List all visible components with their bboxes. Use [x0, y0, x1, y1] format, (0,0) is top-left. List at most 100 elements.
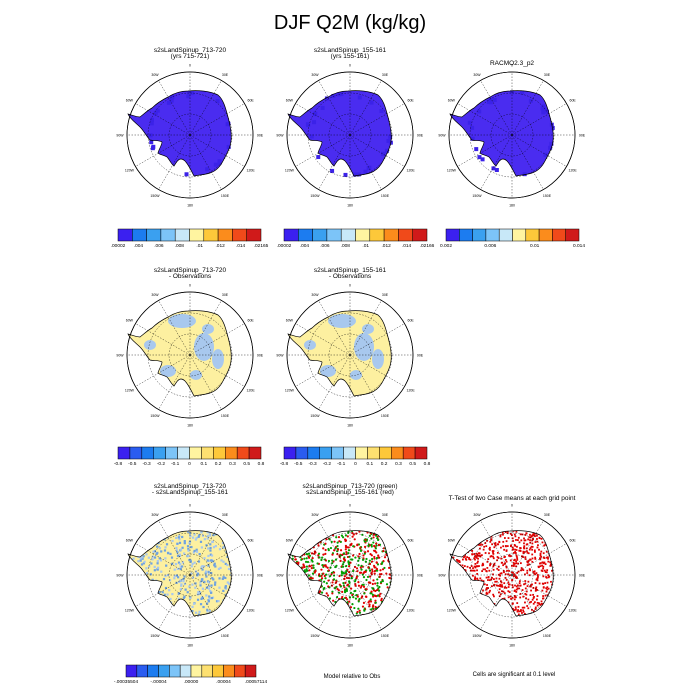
- diff-cell: [177, 536, 180, 539]
- sig-cell: [488, 552, 490, 555]
- sig-dot: [305, 565, 309, 568]
- longitude-label: 90E: [579, 574, 586, 578]
- diff-cell: [187, 554, 190, 557]
- sig-cell: [498, 591, 500, 594]
- sig-dot: [288, 605, 291, 608]
- colorbar-p4: -0.8 -0.5 -0.3 -0.2 -0.1 0 0.1 0.2 0.3 0.5 0.8: [114, 446, 265, 467]
- colorbar-swatch: [355, 446, 368, 460]
- sig-dot: [337, 536, 341, 539]
- sig-dot: [312, 564, 315, 567]
- sig-cell: [516, 545, 518, 548]
- field-cell: [367, 165, 372, 170]
- longitude-label: 150W: [310, 634, 320, 638]
- sig-cell: [488, 591, 491, 594]
- sig-dot: [358, 530, 361, 533]
- sig-dot: [376, 578, 379, 581]
- sig-cell: [542, 586, 545, 589]
- diff-cell: [200, 531, 203, 534]
- sig-cell: [477, 543, 480, 546]
- sig-dot: [372, 587, 375, 590]
- sig-cell: [517, 536, 520, 539]
- sig-cell: [461, 564, 464, 567]
- sig-dot: [345, 550, 348, 554]
- sig-dot: [346, 598, 349, 601]
- colorbar-swatch: [212, 664, 224, 678]
- panel-title: s2sLandSpinup_155-161: [314, 47, 387, 54]
- sig-cell: [479, 555, 482, 558]
- sig-cell: [456, 608, 459, 611]
- sig-cell: [515, 562, 518, 565]
- sig-cell: [538, 536, 541, 539]
- sig-cell: [513, 595, 516, 597]
- longitude-label: 60W: [286, 319, 294, 323]
- sig-dot: [350, 587, 353, 590]
- sig-cell: [543, 544, 546, 547]
- sig-dot: [374, 534, 378, 537]
- sig-cell: [485, 591, 488, 594]
- sig-dot: [365, 595, 368, 598]
- sig-cell: [452, 605, 455, 608]
- sig-dot: [353, 606, 356, 610]
- map-field: [128, 310, 232, 396]
- sig-cell: [502, 590, 505, 593]
- sig-cell: [532, 597, 535, 599]
- bias-region: [350, 370, 362, 380]
- sig-cell: [526, 561, 529, 564]
- sig-dot: [322, 572, 325, 575]
- sig-cell: [506, 545, 509, 547]
- field-cell: [320, 105, 325, 110]
- field-cell: [470, 136, 475, 141]
- sig-dot: [377, 589, 381, 592]
- longitude-label: 150E: [543, 194, 552, 198]
- sig-dot: [308, 565, 311, 568]
- sig-cell: [471, 550, 474, 552]
- sig-cell: [507, 586, 510, 588]
- sig-cell: [481, 554, 483, 557]
- diff-cell: [135, 530, 138, 532]
- note-model-relative: Model relative to Obs: [324, 674, 381, 680]
- sig-dot: [365, 557, 368, 561]
- longitude-label: 0: [189, 504, 191, 508]
- colorbar-swatch: [160, 228, 176, 242]
- colorbar-swatch: [498, 228, 513, 242]
- sig-cell: [512, 571, 514, 574]
- sig-dot: [344, 534, 348, 537]
- longitude-labels: 0 30E 60E 90E 120E 150E 180 150W 120W 90W 60W 30W: [276, 64, 423, 208]
- sig-dot: [376, 584, 379, 587]
- sig-cell: [542, 562, 545, 565]
- panel-title: s2sLandSpinup_155-161: [314, 267, 387, 274]
- colorbar-label: .01: [362, 243, 369, 249]
- colorbar-label: 0.8: [424, 461, 431, 467]
- sig-dot: [371, 582, 374, 586]
- diff-cell: [189, 596, 192, 600]
- diff-cell: [151, 555, 154, 558]
- sig-dot: [357, 555, 360, 558]
- sig-cell: [518, 580, 521, 583]
- longitude-labels: 0 30E 60E 90E 120E 150E 180 150W 120W 90W 60W 30W: [116, 504, 263, 648]
- longitude-label: 120E: [407, 169, 416, 173]
- diff-cell: [190, 545, 193, 549]
- sig-dot: [295, 530, 298, 531]
- diff-cell: [182, 580, 185, 583]
- sig-cell: [484, 542, 487, 545]
- sig-cell: [524, 539, 527, 542]
- sig-cell: [541, 564, 544, 567]
- bias-region: [328, 314, 356, 328]
- sig-cell: [465, 558, 468, 561]
- sig-dot: [354, 597, 358, 600]
- longitude-label: 120E: [407, 389, 416, 393]
- diff-cell: [143, 560, 146, 563]
- sig-cell: [476, 569, 478, 572]
- sig-dot: [379, 592, 382, 595]
- sig-dot: [375, 542, 378, 545]
- colorbar-swatch: [189, 446, 202, 460]
- diff-cell: [187, 549, 190, 552]
- sig-dot: [325, 573, 328, 576]
- panel-subtitle: s2sLandSpinup_155-161 (red): [306, 489, 394, 496]
- longitude-label: 30E: [544, 513, 551, 517]
- sig-dot: [388, 566, 391, 569]
- polar-frame-edge: [126, 291, 254, 419]
- panel-subtitle: - Observations: [169, 273, 212, 280]
- bias-region: [202, 324, 214, 334]
- diff-cell: [145, 553, 148, 556]
